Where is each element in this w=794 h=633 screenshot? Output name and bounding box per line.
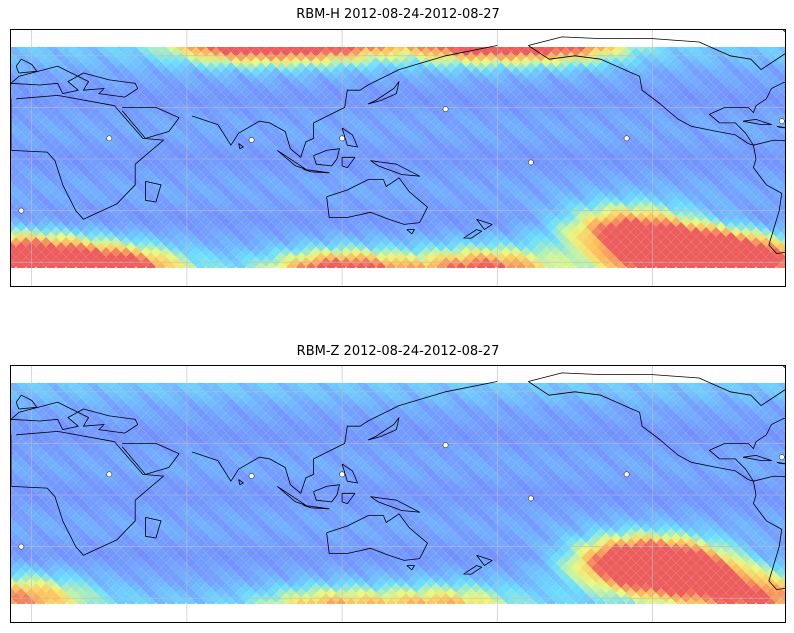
panel-title-rbm-z: RBM-Z 2012-08-24-2012-08-27	[296, 344, 500, 359]
map-rbm-z	[10, 365, 786, 623]
panel-title-rbm-h: RBM-H 2012-08-24-2012-08-27	[296, 7, 500, 22]
no-data-specks	[18, 106, 785, 214]
data-field	[11, 378, 785, 608]
data-field	[11, 42, 785, 272]
coastlines	[11, 30, 785, 254]
no-data-specks	[18, 442, 785, 550]
map-rbm-h	[10, 29, 786, 287]
graticule	[11, 366, 785, 622]
coastlines	[11, 366, 785, 590]
